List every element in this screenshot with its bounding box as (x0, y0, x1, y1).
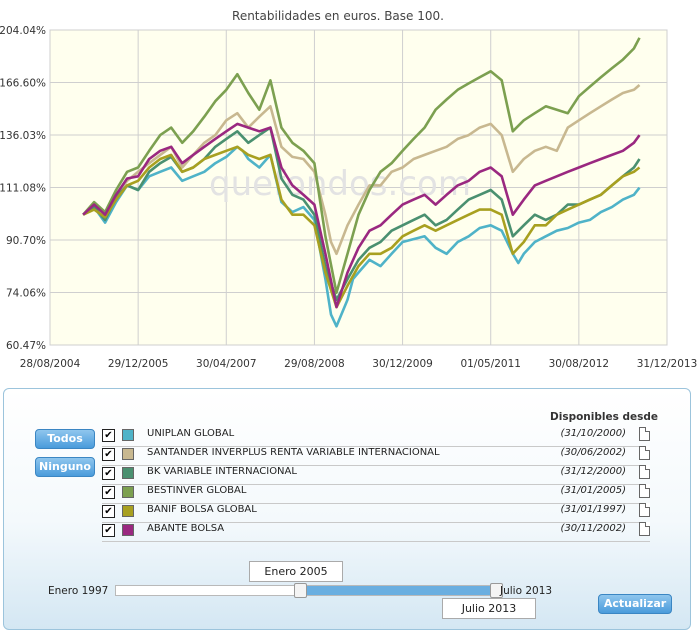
x-tick-label: 29/12/2005 (108, 358, 169, 370)
y-tick-label: 60.47% (6, 340, 46, 352)
fund-row-abante: ✔ ABANTE BOLSA (30/11/2002) (102, 522, 650, 542)
fund-row-uniplan: ✔ UNIPLAN GLOBAL (31/10/2000) (102, 427, 650, 447)
fund-checkbox[interactable]: ✔ (102, 486, 115, 499)
fund-date: (30/06/2002) (560, 447, 626, 458)
document-icon[interactable] (639, 503, 650, 517)
x-tick-label: 01/05/2011 (460, 358, 521, 370)
fund-checkbox[interactable]: ✔ (102, 429, 115, 442)
fund-checkbox[interactable]: ✔ (102, 505, 115, 518)
slider-max-label: Julio 2013 (500, 585, 553, 597)
grid-lines (49, 29, 668, 346)
fund-checkbox[interactable]: ✔ (102, 467, 115, 480)
x-tick-label: 29/08/2008 (284, 358, 345, 370)
series-group (82, 37, 641, 328)
fund-name: SANTANDER INVERPLUS RENTA VARIABLE INTER… (147, 447, 440, 458)
fund-checkbox[interactable]: ✔ (102, 448, 115, 461)
x-axis: 28/08/2004 29/12/2005 30/04/2007 29/08/2008… (20, 358, 698, 370)
select-all-button[interactable]: Todos (35, 429, 95, 449)
y-tick-label: 111.08% (0, 182, 46, 194)
end-date-display: Julio 2013 (442, 598, 536, 619)
fund-row-bestinver: ✔ BESTINVER GLOBAL (31/01/2005) (102, 484, 650, 504)
update-button[interactable]: Actualizar (598, 594, 672, 614)
y-tick-label: 166.60% (0, 78, 46, 90)
fund-name: ABANTE BOLSA (147, 523, 225, 534)
x-tick-label: 30/12/2009 (372, 358, 433, 370)
fund-name: BANIF BOLSA GLOBAL (147, 504, 257, 515)
fund-row-banif: ✔ BANIF BOLSA GLOBAL (31/01/1997) (102, 503, 650, 523)
returns-chart: Rentabilidades en euros. Base 100. quefo… (0, 9, 698, 370)
fund-date: (31/12/2000) (560, 466, 626, 477)
y-axis: 60.47% 74.06% 90.70% 111.08% 136.03% 166.60% 2… (0, 25, 46, 352)
fund-date: (30/11/2002) (560, 523, 626, 534)
fund-name: BESTINVER GLOBAL (147, 485, 247, 496)
series-line-0 (82, 145, 641, 328)
series-line-3 (82, 37, 641, 294)
document-icon[interactable] (639, 484, 650, 498)
slider-start-handle[interactable] (294, 583, 308, 598)
color-swatch (122, 448, 134, 460)
document-icon[interactable] (639, 465, 650, 479)
color-swatch (122, 486, 134, 498)
series-line-1 (82, 84, 641, 256)
date-range-slider[interactable] (115, 583, 503, 598)
x-tick-label: 31/12/2013 (637, 358, 698, 370)
x-tick-label: 30/08/2012 (549, 358, 610, 370)
series-line-4 (82, 145, 641, 309)
fund-name: UNIPLAN GLOBAL (147, 428, 235, 439)
y-tick-label: 204.04% (0, 25, 46, 37)
fund-row-santander: ✔ SANTANDER INVERPLUS RENTA VARIABLE INT… (102, 446, 650, 466)
fund-checkbox[interactable]: ✔ (102, 524, 115, 537)
color-swatch (122, 505, 134, 517)
color-swatch (122, 524, 134, 536)
slider-end-handle[interactable] (490, 583, 503, 598)
y-tick-label: 136.03% (0, 130, 46, 142)
y-tick-label: 90.70% (6, 235, 46, 247)
slider-selected-range (300, 586, 496, 595)
y-tick-label: 74.06% (6, 287, 46, 299)
series-line-5 (82, 122, 641, 309)
chart-title: Rentabilidades en euros. Base 100. (232, 9, 444, 23)
color-swatch (122, 429, 134, 441)
fund-date: (31/10/2000) (560, 428, 626, 439)
document-icon[interactable] (639, 446, 650, 460)
fund-row-bk: ✔ BK VARIABLE INTERNACIONAL (31/12/2000) (102, 465, 650, 485)
document-icon[interactable] (639, 522, 650, 536)
fund-date: (31/01/2005) (560, 485, 626, 496)
fund-date: (31/01/1997) (560, 504, 626, 515)
available-since-header: Disponibles desde (550, 411, 659, 423)
fund-selector-panel: Todos Ninguno Disponibles desde ✔ UNIPLA… (3, 388, 691, 630)
x-tick-label: 28/08/2004 (20, 358, 81, 370)
document-icon[interactable] (639, 427, 650, 441)
select-none-button[interactable]: Ninguno (35, 457, 95, 477)
color-swatch (122, 467, 134, 479)
slider-min-label: Enero 1997 (48, 585, 109, 597)
fund-name: BK VARIABLE INTERNACIONAL (147, 466, 297, 477)
start-date-display: Enero 2005 (249, 561, 343, 582)
x-tick-label: 30/04/2007 (196, 358, 257, 370)
watermark-text: quefondos.com (209, 164, 471, 204)
